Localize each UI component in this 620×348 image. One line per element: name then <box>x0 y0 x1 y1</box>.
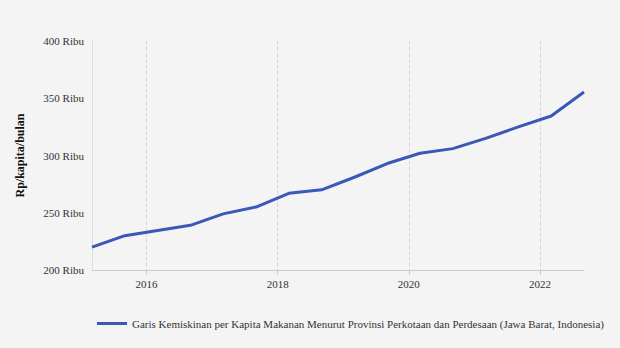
svg-text:350 Ribu: 350 Ribu <box>43 92 84 104</box>
svg-text:250 Ribu: 250 Ribu <box>43 207 84 219</box>
svg-text:2022: 2022 <box>529 278 551 290</box>
svg-text:Garis Kemiskinan per Kapita Ma: Garis Kemiskinan per Kapita Makanan Menu… <box>132 318 604 331</box>
svg-text:200 Ribu: 200 Ribu <box>43 264 84 276</box>
svg-text:Rp/kapita/bulan: Rp/kapita/bulan <box>13 113 27 197</box>
svg-text:2018: 2018 <box>267 278 290 290</box>
svg-text:2020: 2020 <box>398 278 421 290</box>
svg-text:300 Ribu: 300 Ribu <box>43 150 84 162</box>
svg-text:400 Ribu: 400 Ribu <box>43 35 84 47</box>
svg-text:2016: 2016 <box>135 278 158 290</box>
